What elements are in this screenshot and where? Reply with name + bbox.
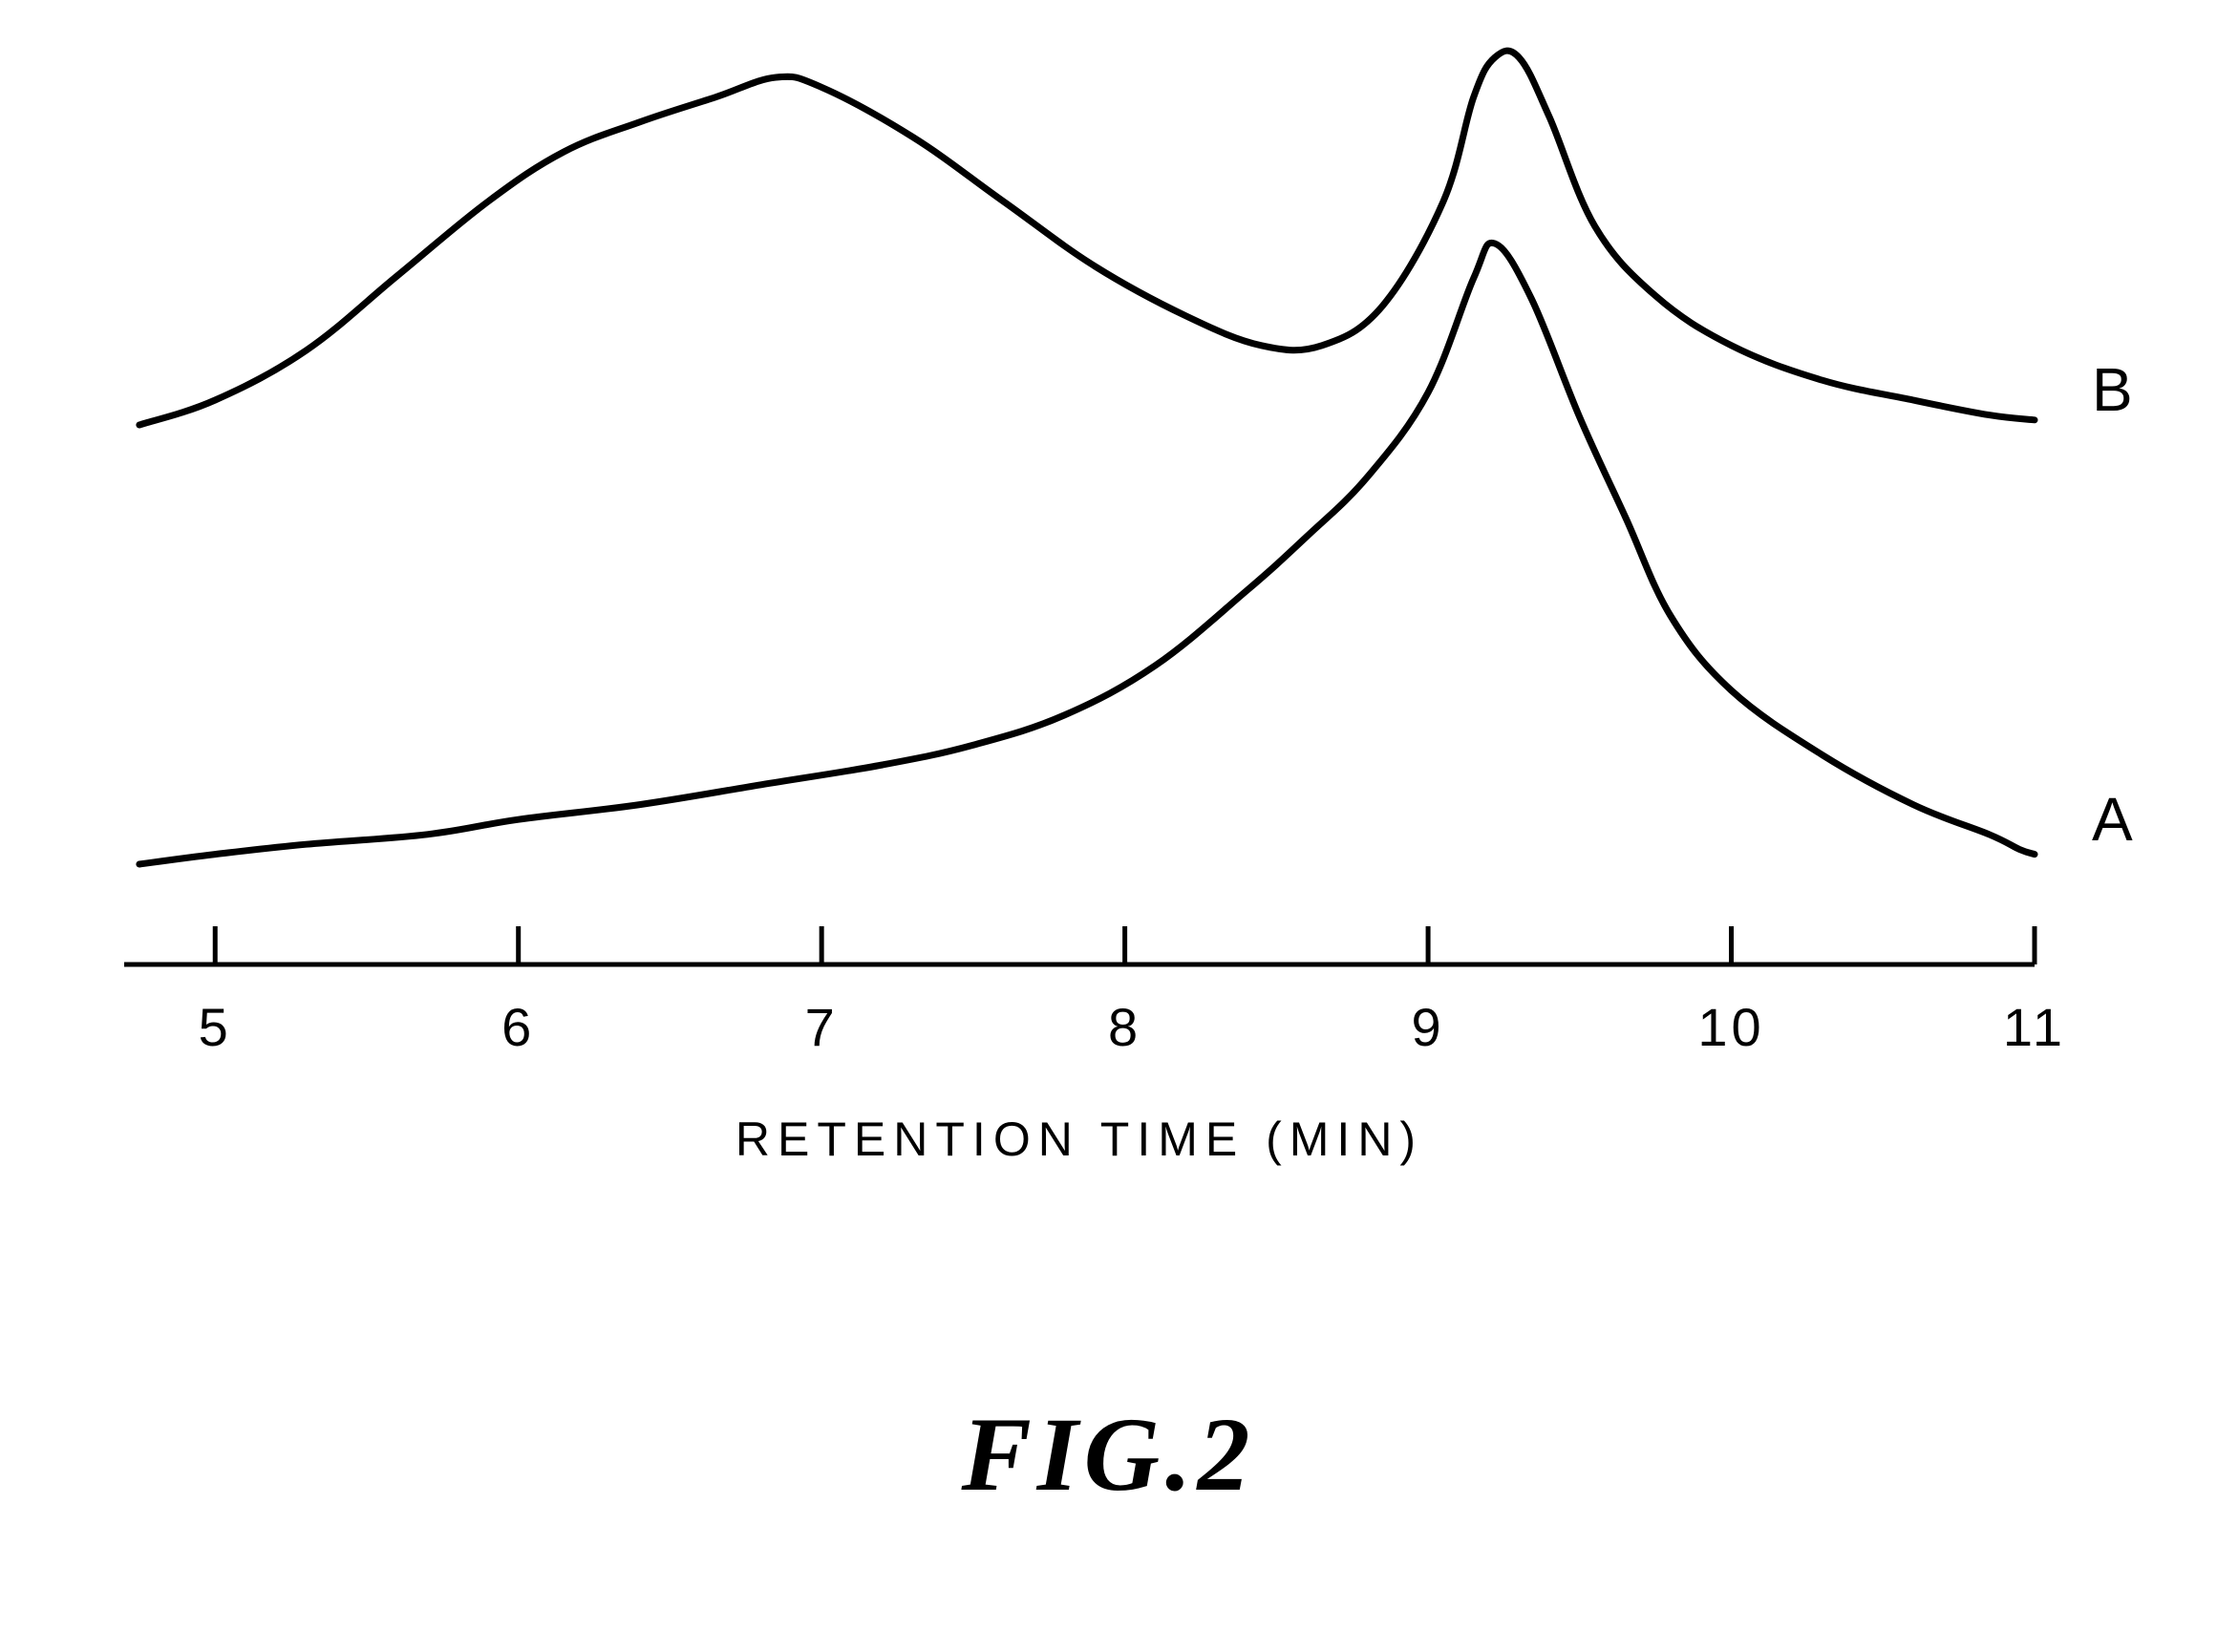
- x-axis-tick-label: 9: [1412, 997, 1445, 1057]
- figure-svg: 5 6 7 8 9 10 11 RETENTION TIME (MIN) A B FIG.2: [0, 0, 2217, 1652]
- chromatogram-trace-b: [139, 51, 2035, 425]
- figure-page: 5 6 7 8 9 10 11 RETENTION TIME (MIN) A B FIG.2: [0, 0, 2217, 1652]
- x-axis-tick-label: 5: [199, 997, 232, 1057]
- x-axis-tick-label: 8: [1108, 997, 1141, 1057]
- trace-a-label: A: [2092, 785, 2133, 854]
- trace-b-label: B: [2092, 355, 2133, 424]
- figure-caption: FIG.2: [960, 1396, 1255, 1513]
- x-axis-tick-label: 10: [1697, 997, 1764, 1057]
- x-axis-ticks: 5 6 7 8 9 10 11: [199, 926, 2066, 1057]
- x-axis-tick-label: 7: [805, 997, 839, 1057]
- x-axis-tick-label: 11: [2003, 997, 2066, 1057]
- x-axis-title: RETENTION TIME (MIN): [735, 1112, 1423, 1166]
- x-axis-tick-label: 6: [501, 997, 535, 1057]
- chromatogram-trace-a: [139, 243, 2035, 864]
